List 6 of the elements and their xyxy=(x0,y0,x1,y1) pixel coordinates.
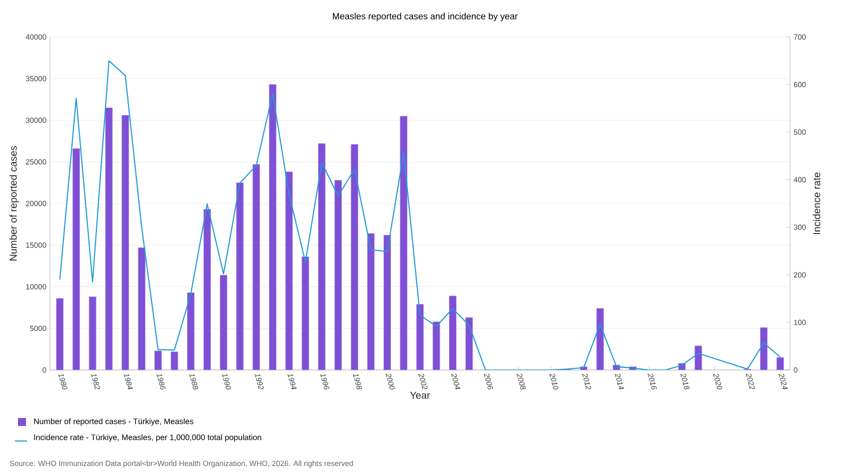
legend-label: Incidence rate - Türkiye, Measles, per 1,000,000 total population xyxy=(34,434,262,442)
x-axis-title: Year xyxy=(410,392,430,399)
legend-label: Number of reported cases - Türkiye, Measles xyxy=(34,418,194,426)
y-axis-title: Number of reported cases xyxy=(9,146,19,260)
chart-title: Measles reported cases and incidence by year xyxy=(332,12,518,22)
y2-axis-title: Incidence rate xyxy=(812,172,820,234)
